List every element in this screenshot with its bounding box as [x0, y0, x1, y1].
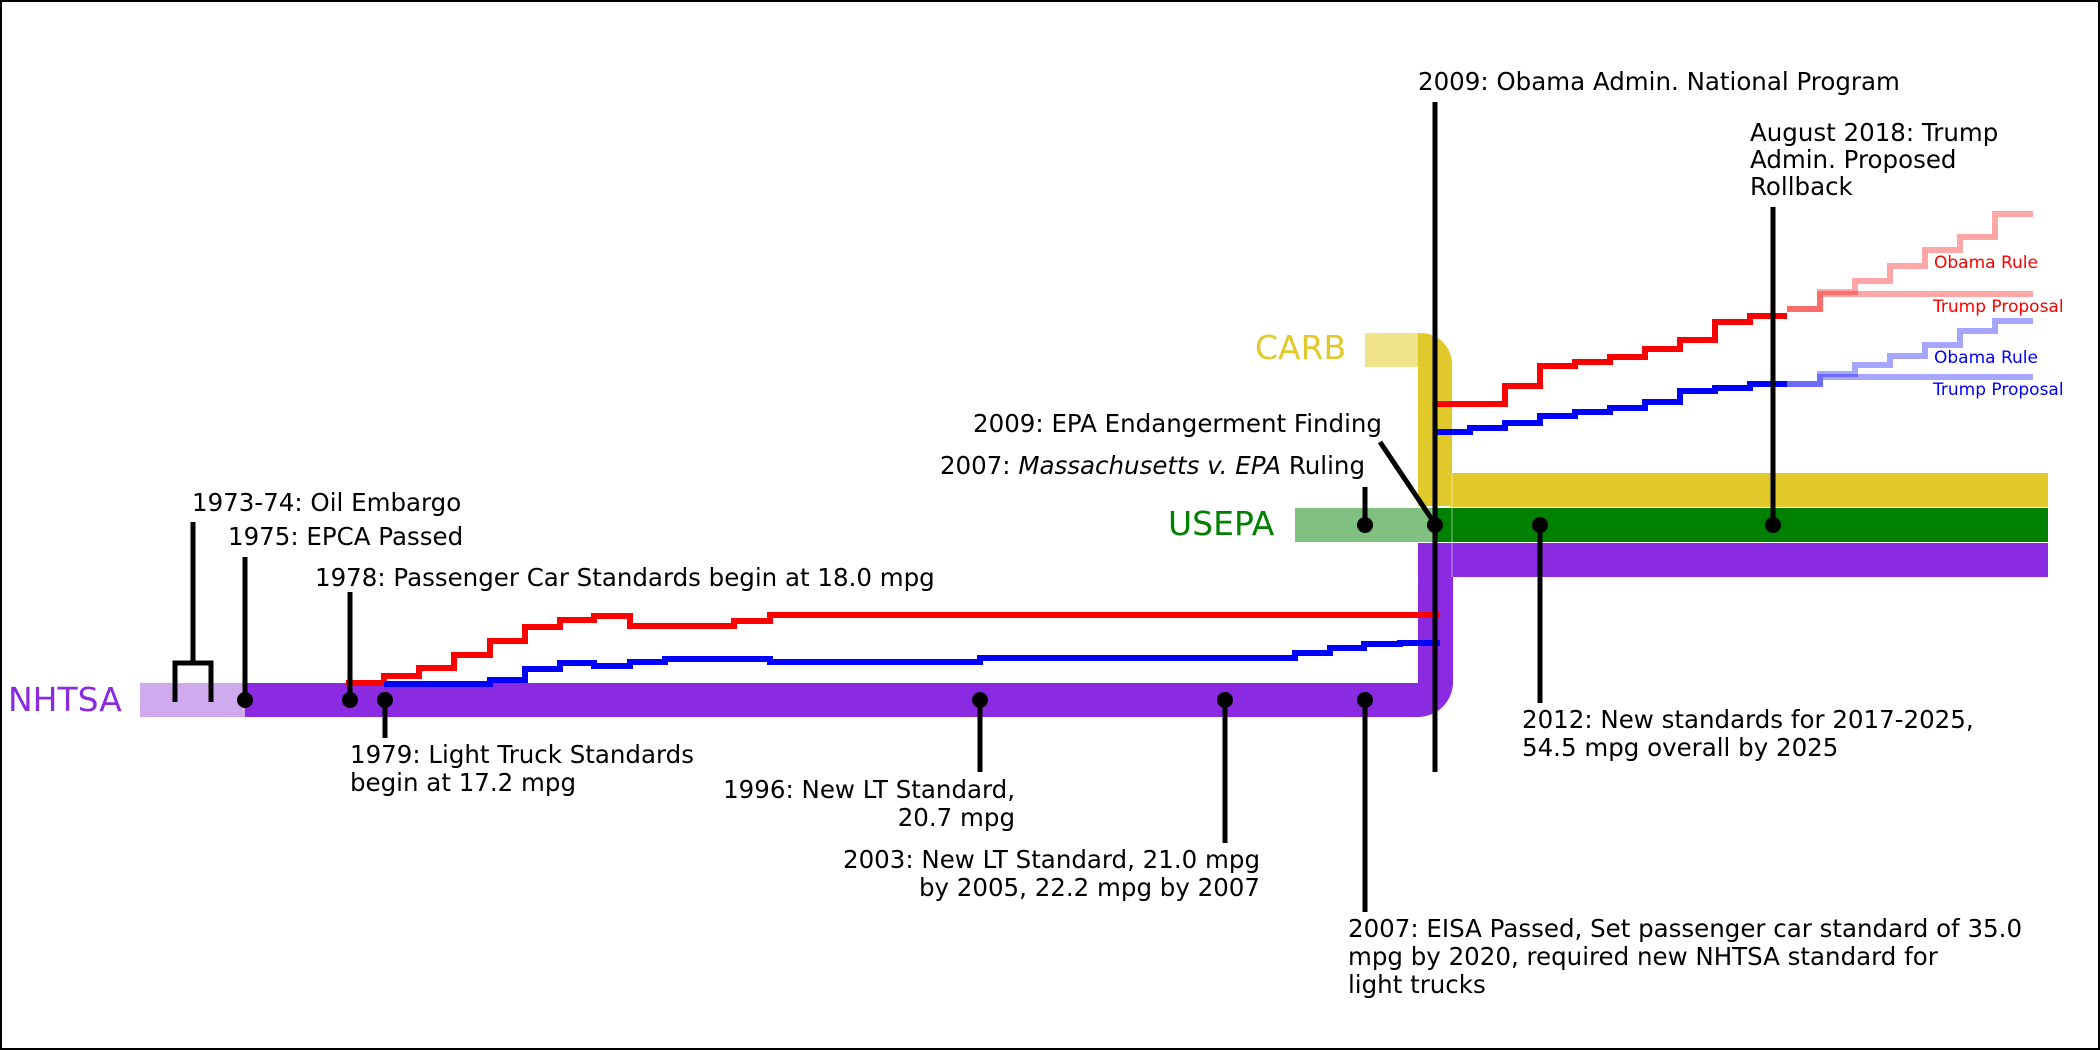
lt2003-label-line2: by 2005, 22.2 mpg by 2007 [919, 873, 1260, 902]
light-truck-trump-projection [1787, 374, 2033, 387]
mass-dot [1357, 517, 1373, 533]
mass-v-epa-case: Massachusetts v. EPA [1018, 451, 1281, 480]
lt2003-label-line1: 2003: New LT Standard, 21.0 mpg [843, 845, 1260, 874]
std2012-label-line1: 2012: New standards for 2017-2025, [1522, 705, 1974, 734]
lt1979-label-line1: 1979: Light Truck Standards [350, 740, 694, 769]
nhtsa-band-right [1450, 543, 2048, 577]
carb-label: CARB [1255, 328, 1346, 367]
nhtsa-band [245, 683, 1420, 717]
mass-v-epa-label: 2007: Massachusetts v. EPA Ruling [940, 451, 1365, 480]
pc1978-dot [342, 692, 358, 708]
light-truck-obama-projection [1787, 318, 2033, 387]
pc1978-label: 1978: Passenger Car Standards begin at 1… [315, 563, 935, 592]
nhtsa-label: NHTSA [8, 680, 122, 719]
lt1979-label-line2: begin at 17.2 mpg [350, 768, 576, 797]
usepa-band [1435, 508, 2048, 542]
trump-label-line1: August 2018: Trump [1750, 118, 1998, 147]
event-dots [237, 517, 1781, 708]
truck-obama-rule-label: Obama Rule [1934, 348, 2038, 368]
mass-v-epa-suffix: Ruling [1281, 451, 1365, 480]
eisa-label-line1: 2007: EISA Passed, Set passenger car sta… [1348, 914, 2022, 943]
std2012-dot [1532, 517, 1548, 533]
lt1996-label-line1: 1996: New LT Standard, [723, 775, 1015, 804]
truck-trump-proposal-label: Trump Proposal [1932, 380, 2064, 400]
passenger-car-obama-projection [1787, 211, 2033, 312]
trump-label-line2: Admin. Proposed [1750, 145, 1956, 174]
endangerment-label: 2009: EPA Endangerment Finding [973, 409, 1382, 438]
lt1996-dot [972, 692, 988, 708]
endangerment-dot [1427, 517, 1443, 533]
light-truck-standard-line [384, 640, 1440, 687]
passenger-car-national-line [1434, 313, 1787, 407]
car-trump-proposal-label: Trump Proposal [1932, 297, 2064, 317]
endangerment-leader [1377, 440, 1438, 526]
trump-label-line3: Rollback [1750, 172, 1854, 201]
eisa-dot [1357, 692, 1373, 708]
trump-dot [1765, 517, 1781, 533]
lt1996-label-line2: 20.7 mpg [898, 803, 1015, 832]
lt1979-dot [377, 692, 393, 708]
epca-dot [237, 692, 253, 708]
eisa-label-line2: mpg by 2020, required new NHTSA standard… [1348, 942, 1939, 971]
carb-band [1450, 473, 2048, 507]
passenger-car-trump-projection [1787, 291, 2033, 312]
std2012-label-line2: 54.5 mpg overall by 2025 [1522, 733, 1838, 762]
epca-label: 1975: EPCA Passed [228, 522, 463, 551]
light-truck-national-line [1434, 381, 1787, 435]
usepa-label: USEPA [1168, 504, 1275, 543]
embargo-label: 1973-74: Oil Embargo [192, 488, 461, 517]
nhtsa-band-faded [140, 683, 245, 717]
lt2003-dot [1217, 692, 1233, 708]
embargo-bracket [172, 522, 214, 702]
carb-band-faded [1365, 333, 1420, 367]
passenger-car-standard-line [346, 612, 1440, 686]
mass-v-epa-prefix: 2007: [940, 451, 1018, 480]
eisa-label-line3: light trucks [1348, 970, 1486, 999]
mpg-standard-lines [346, 211, 2033, 687]
car-obama-rule-label: Obama Rule [1934, 253, 2038, 273]
national-program-label: 2009: Obama Admin. National Program [1418, 67, 1900, 96]
